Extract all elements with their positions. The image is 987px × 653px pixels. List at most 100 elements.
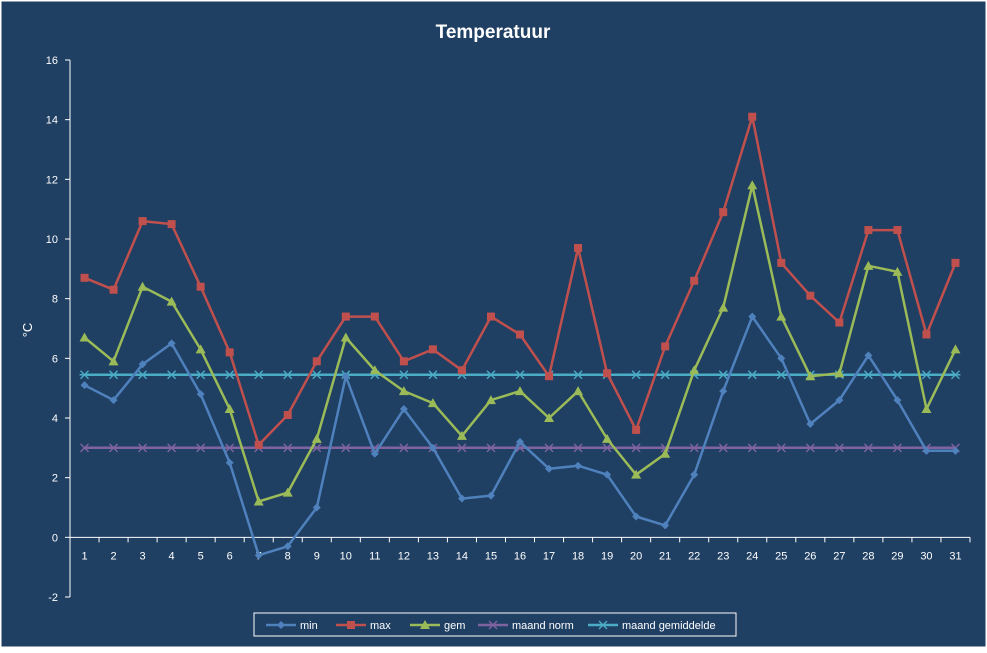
- x-tick-label: 6: [227, 550, 233, 562]
- data-point: [108, 356, 119, 366]
- data-point: [747, 370, 758, 380]
- x-tick-label: 31: [949, 550, 961, 562]
- data-point: [921, 370, 932, 380]
- data-point: [776, 443, 786, 453]
- data-point: [864, 351, 873, 360]
- data-point: [632, 512, 641, 521]
- data-point: [282, 370, 293, 380]
- y-tick-label: 16: [46, 55, 58, 67]
- data-point: [632, 425, 641, 434]
- data-point: [370, 312, 379, 321]
- data-point: [80, 443, 90, 453]
- data-point: [747, 443, 757, 453]
- data-point: [690, 276, 699, 285]
- data-point: [427, 398, 438, 408]
- data-point: [863, 260, 874, 270]
- data-point: [486, 491, 495, 500]
- x-tick-label: 3: [140, 550, 146, 562]
- x-tick-label: 23: [717, 550, 729, 562]
- x-tick-label: 14: [456, 550, 468, 562]
- y-tick-label: 10: [46, 234, 58, 246]
- data-point: [399, 405, 408, 414]
- series-maand-norm: [80, 443, 960, 453]
- x-tick-label: 28: [862, 550, 874, 562]
- data-point: [574, 461, 583, 470]
- data-point: [718, 443, 728, 453]
- data-point: [341, 312, 350, 321]
- data-point: [138, 443, 148, 453]
- x-tick-label: 8: [285, 550, 291, 562]
- data-point: [515, 370, 525, 380]
- data-point: [341, 443, 351, 453]
- data-point: [399, 443, 409, 453]
- data-point: [196, 443, 206, 453]
- legend-item: gem: [410, 620, 465, 632]
- data-point: [167, 443, 177, 453]
- axes-group: -202468101214161234567891011121314151617…: [46, 55, 971, 604]
- data-point: [225, 458, 234, 467]
- data-point: [719, 208, 728, 217]
- x-tick-label: 12: [398, 550, 410, 562]
- data-point: [863, 443, 873, 453]
- data-point: [951, 446, 960, 455]
- y-tick-label: 4: [52, 413, 58, 425]
- data-point: [950, 344, 961, 354]
- data-point: [428, 443, 437, 452]
- data-point: [225, 348, 234, 357]
- data-point: [951, 258, 960, 267]
- data-point: [660, 370, 671, 380]
- legend-marker: [488, 620, 498, 630]
- y-tick-label: 2: [52, 473, 58, 485]
- data-point: [545, 372, 554, 381]
- data-point: [253, 370, 264, 380]
- data-point: [516, 437, 524, 446]
- data-point: [805, 443, 815, 453]
- data-point: [631, 469, 642, 479]
- data-point: [138, 360, 147, 369]
- x-tick-label: 24: [746, 550, 758, 562]
- data-point: [835, 318, 844, 327]
- data-point: [485, 370, 496, 380]
- data-point: [312, 357, 321, 366]
- legend-marker: [598, 620, 608, 630]
- data-point: [545, 464, 554, 473]
- data-point: [312, 503, 321, 512]
- data-point: [602, 443, 612, 453]
- data-point: [661, 521, 670, 530]
- x-tick-label: 5: [198, 550, 204, 562]
- data-point: [485, 395, 496, 405]
- data-point: [137, 281, 148, 291]
- y-tick-label: 14: [46, 115, 58, 127]
- data-point: [254, 440, 263, 449]
- data-point: [748, 112, 757, 121]
- data-point: [689, 365, 700, 375]
- data-point: [661, 342, 670, 351]
- legend-item: min: [266, 620, 318, 632]
- data-point: [776, 311, 787, 321]
- data-point: [835, 396, 844, 405]
- data-point: [602, 433, 613, 443]
- x-tick-label: 9: [314, 550, 320, 562]
- data-point: [950, 370, 961, 380]
- data-point: [427, 370, 438, 380]
- data-point: [573, 370, 584, 380]
- data-point: [806, 291, 815, 300]
- y-tick-label: -2: [48, 592, 58, 604]
- x-tick-label: 10: [340, 550, 352, 562]
- data-point: [748, 312, 757, 321]
- data-point: [922, 330, 931, 339]
- data-point: [79, 370, 90, 380]
- data-point: [864, 226, 873, 235]
- legend-label: maand gemiddelde: [622, 620, 716, 632]
- x-tick-label: 16: [514, 550, 526, 562]
- data-point: [370, 449, 379, 458]
- x-tick-label: 29: [891, 550, 903, 562]
- data-point: [603, 470, 612, 479]
- data-point: [80, 381, 89, 390]
- data-point: [254, 551, 263, 560]
- data-point: [515, 386, 525, 396]
- data-point: [311, 370, 322, 380]
- data-point: [544, 443, 554, 453]
